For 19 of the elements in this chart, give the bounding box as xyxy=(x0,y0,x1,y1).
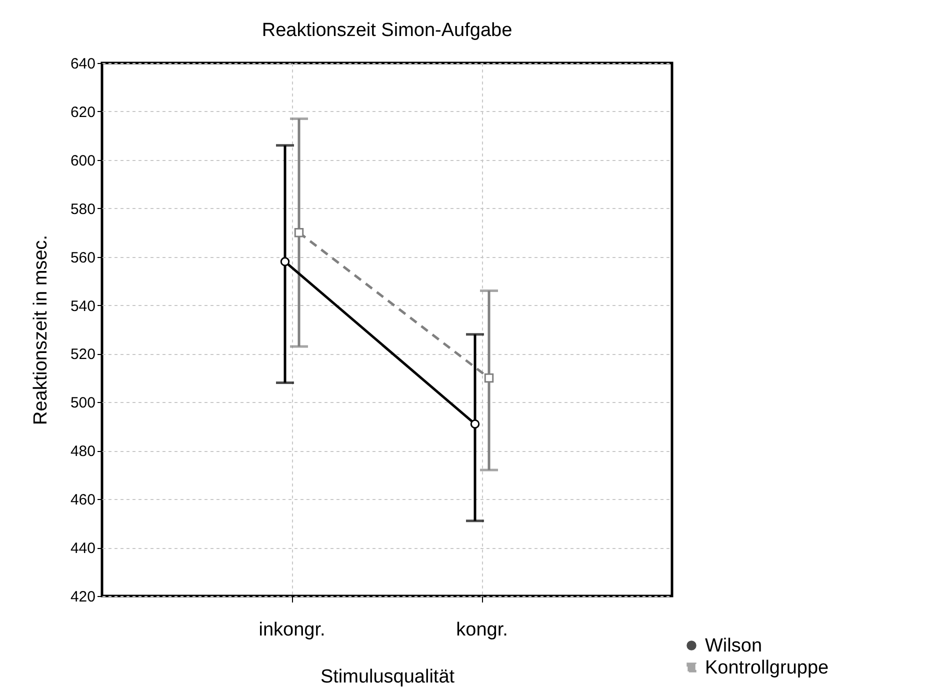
x-tick-label: inkongr. xyxy=(258,620,326,640)
y-axis-title: Reaktionszeit in msec. xyxy=(30,234,52,426)
y-tick-label: 440 xyxy=(70,540,96,558)
legend-label: Kontrollgruppe xyxy=(705,658,829,678)
y-tick-label: 620 xyxy=(70,104,96,121)
x-axis-title: Stimulusqualität xyxy=(320,666,456,688)
y-tick-label: 560 xyxy=(70,249,96,266)
x-tick-label: kongr. xyxy=(456,620,508,640)
y-tick-label: 420 xyxy=(70,588,96,606)
y-tick-label: 520 xyxy=(70,346,96,364)
legend-label: Wilson xyxy=(705,636,762,656)
y-tick-label: 600 xyxy=(70,152,96,170)
y-tick-label: 460 xyxy=(70,492,96,509)
y-tick-label: 580 xyxy=(70,200,96,218)
y-tick-label: 640 xyxy=(70,56,96,72)
y-tick-label: 540 xyxy=(70,298,96,315)
y-tick-label: 480 xyxy=(70,443,96,460)
y-tick-label: 500 xyxy=(70,394,96,412)
chart-title: Reaktionszeit Simon-Aufgabe xyxy=(262,20,512,41)
